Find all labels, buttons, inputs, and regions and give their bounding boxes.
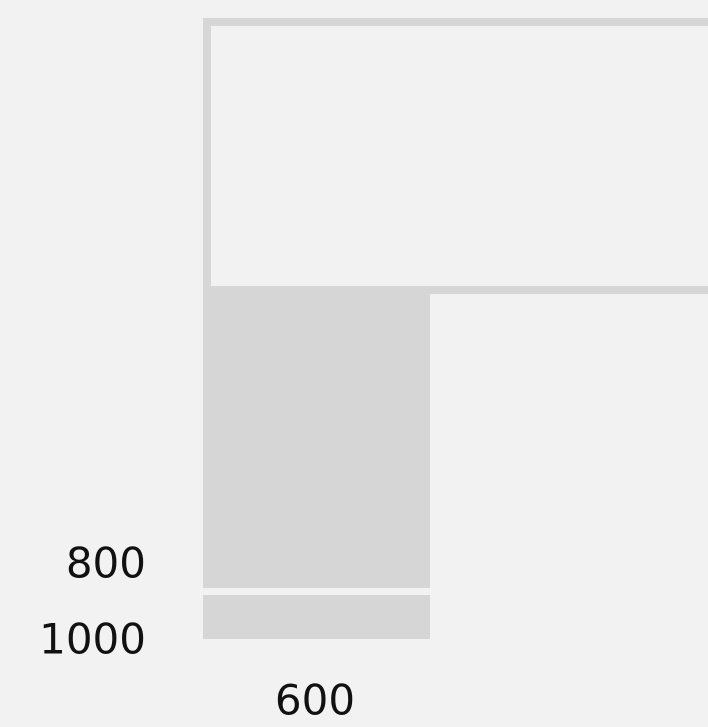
upper-block: [203, 290, 430, 588]
label: 1000: [39, 615, 146, 664]
label: 800: [66, 539, 146, 588]
outlined-panel: [203, 18, 708, 294]
label: 600: [275, 676, 355, 725]
lower-block: [203, 595, 430, 639]
